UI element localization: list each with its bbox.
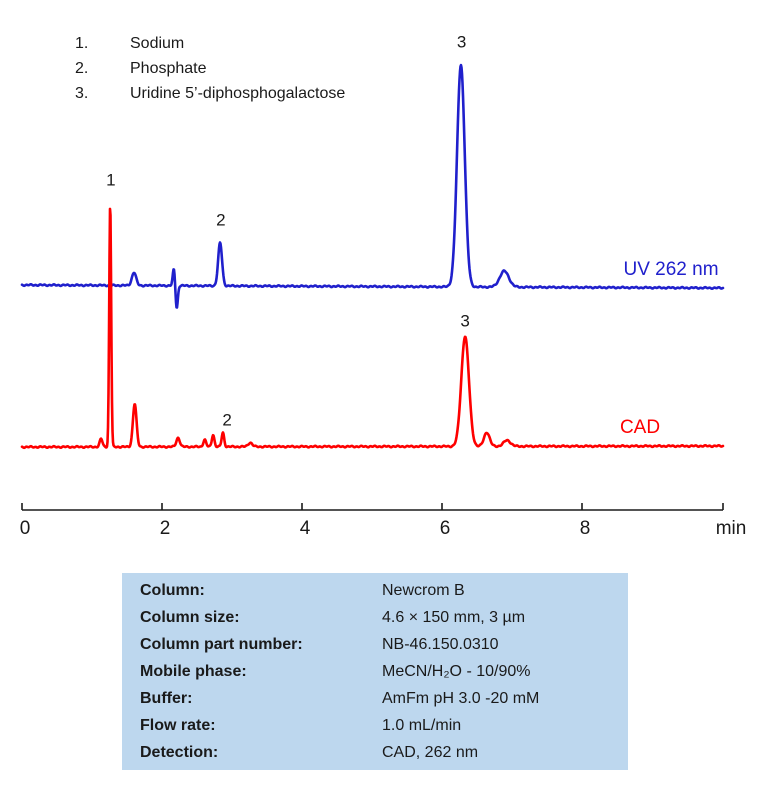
condition-label: Mobile phase: <box>140 663 247 680</box>
conditions-row: Flow rate: 1.0 mL/min <box>122 712 628 739</box>
peak-number-label: 2 <box>222 410 231 429</box>
conditions-row: Buffer: AmFm pH 3.0 -20 mM <box>122 685 628 712</box>
chromatogram-plot: 0 2 4 6 8 min 1 2 3 3 2 UV 262 nm CAD <box>20 32 747 539</box>
cad-trace-label: CAD <box>620 417 660 438</box>
peak-number-label: 3 <box>460 311 469 330</box>
conditions-row: Column part number: NB-46.150.0310 <box>122 631 628 658</box>
axis-tick-label: 6 <box>440 518 451 539</box>
peak-legend: 1. Sodium 2. Phosphate 3. Uridine 5’-diphosph… <box>75 31 345 106</box>
condition-label: Column size: <box>140 609 240 626</box>
peak-legend-name: Sodium <box>130 34 185 52</box>
condition-value: NB-46.150.0310 <box>382 636 499 653</box>
peak-number-label: 2 <box>216 210 225 229</box>
plot-labels: 1 2 3 3 2 UV 262 nm CAD <box>106 32 718 438</box>
condition-value: Newcrom B <box>382 582 465 599</box>
condition-value: CAD, 262 nm <box>382 744 479 761</box>
peak-legend-number: 3. <box>75 84 89 102</box>
time-axis: 0 2 4 6 8 min <box>20 503 747 539</box>
peak-legend-name: Uridine 5’-diphosphogalactose <box>130 84 346 102</box>
conditions-row: Mobile phase: MeCN/H₂O - 10/90% <box>122 658 628 685</box>
peak-number-label: 1 <box>106 170 115 189</box>
peak-legend-item-1: 1. Sodium <box>75 31 345 56</box>
condition-label: Detection: <box>140 744 219 761</box>
uv-trace-label: UV 262 nm <box>623 259 718 280</box>
conditions-row: Column size: 4.6 × 150 mm, 3 µm <box>122 604 628 631</box>
condition-value: MeCN/H₂O - 10/90% <box>382 663 531 680</box>
peak-legend-item-2: 2. Phosphate <box>75 56 345 81</box>
condition-value: 1.0 mL/min <box>382 717 462 734</box>
condition-value: AmFm pH 3.0 -20 mM <box>382 690 540 707</box>
uv-trace <box>20 63 725 309</box>
axis-tick-label: 8 <box>580 518 591 539</box>
peak-number-label: 3 <box>457 32 466 51</box>
peak-legend-name: Phosphate <box>130 59 207 77</box>
condition-value: 4.6 × 150 mm, 3 µm <box>382 609 526 626</box>
axis-tick-label: 4 <box>300 518 311 539</box>
axis-unit-label: min <box>716 518 747 539</box>
condition-label: Column: <box>140 582 205 599</box>
conditions-table: Column: Newcrom B Column size: 4.6 × 150 mm… <box>122 573 628 770</box>
peak-legend-item-3: 3. Uridine 5’-diphosphogalactose <box>75 81 345 106</box>
cad-trace <box>20 207 725 450</box>
conditions-row: Column: Newcrom B <box>122 577 628 604</box>
axis-tick-label: 2 <box>160 518 171 539</box>
axis-tick-label: 0 <box>20 518 31 539</box>
traces <box>20 63 725 450</box>
condition-label: Flow rate: <box>140 717 216 734</box>
conditions-row: Detection: CAD, 262 nm <box>122 739 628 766</box>
condition-label: Buffer: <box>140 690 193 707</box>
condition-label: Column part number: <box>140 636 303 653</box>
peak-legend-number: 2. <box>75 59 89 77</box>
peak-legend-number: 1. <box>75 34 89 52</box>
